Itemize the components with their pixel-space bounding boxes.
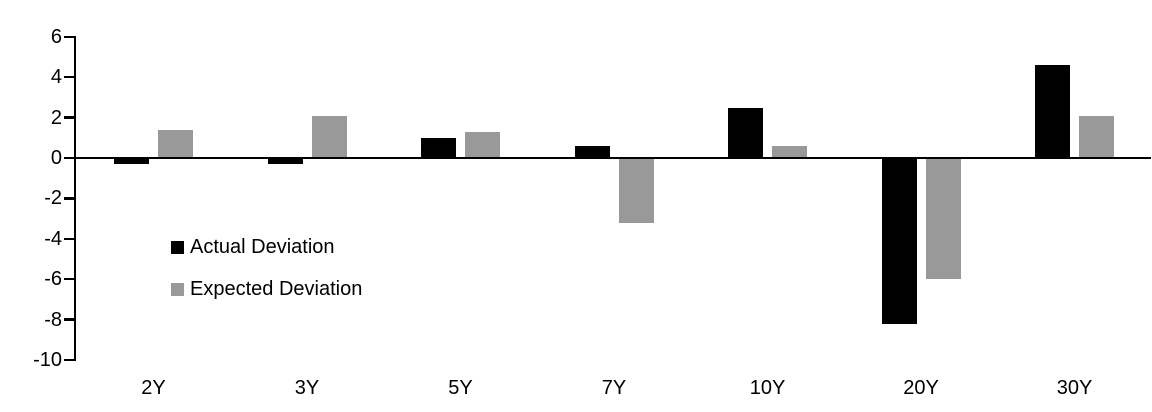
y-tick-label: -2: [44, 187, 62, 210]
y-tick-label: -4: [44, 227, 62, 250]
x-category-label: 5Y: [448, 377, 473, 399]
bar-expected-5Y: [465, 131, 500, 158]
x-category-label: 3Y: [294, 377, 320, 399]
x-category-label: 30Y: [1056, 377, 1093, 399]
legend-item-expected: Expected Deviation: [171, 279, 362, 299]
x-category-label: 2Y: [141, 377, 166, 399]
y-tick-label: -8: [44, 308, 62, 331]
y-tick-mark: [63, 35, 74, 39]
bar-actual-3Y: [267, 158, 303, 165]
bar-actual-5Y: [421, 137, 456, 158]
bar-expected-30Y: [1079, 115, 1114, 158]
y-tick-label: 6: [50, 25, 62, 48]
y-tick-label: -10: [33, 349, 62, 371]
legend-swatch-actual-icon: [171, 240, 184, 254]
x-axis-line: [73, 156, 1151, 160]
chart-legend: Actual Deviation Expected Deviation: [171, 237, 362, 321]
bar-actual-2Y: [114, 158, 149, 165]
y-tick-label: 0: [50, 147, 62, 169]
y-tick-mark: [63, 116, 74, 119]
y-tick-mark: [63, 277, 74, 281]
bar-expected-7Y: [618, 158, 654, 223]
legend-label-actual: Actual Deviation: [190, 236, 335, 258]
x-category-label: 20Y: [903, 377, 939, 399]
y-tick-label: 2: [50, 106, 62, 129]
legend-swatch-expected-icon: [171, 282, 184, 296]
bar-expected-20Y: [925, 158, 961, 280]
y-tick-label: -6: [44, 268, 62, 291]
bar-expected-10Y: [772, 145, 807, 158]
bar-expected-2Y: [158, 129, 193, 158]
bar-actual-7Y: [574, 145, 610, 158]
y-tick-mark: [63, 358, 74, 362]
bar-expected-3Y: [311, 115, 347, 158]
y-tick-mark: [63, 156, 74, 160]
y-tick-mark: [63, 237, 74, 241]
y-tick-mark: [63, 75, 74, 79]
bar-actual-30Y: [1035, 65, 1070, 158]
legend-item-actual: Actual Deviation: [171, 237, 362, 257]
legend-label-expected: Expected Deviation: [190, 278, 363, 300]
x-category-label: 10Y: [749, 377, 786, 399]
y-tick-mark: [63, 197, 74, 200]
y-axis-line: [73, 35, 76, 362]
bar-actual-10Y: [728, 107, 763, 158]
x-category-label: 7Y: [601, 377, 627, 399]
y-tick-mark: [63, 318, 74, 321]
bar-actual-20Y: [881, 158, 917, 324]
y-tick-label: 4: [50, 66, 62, 89]
